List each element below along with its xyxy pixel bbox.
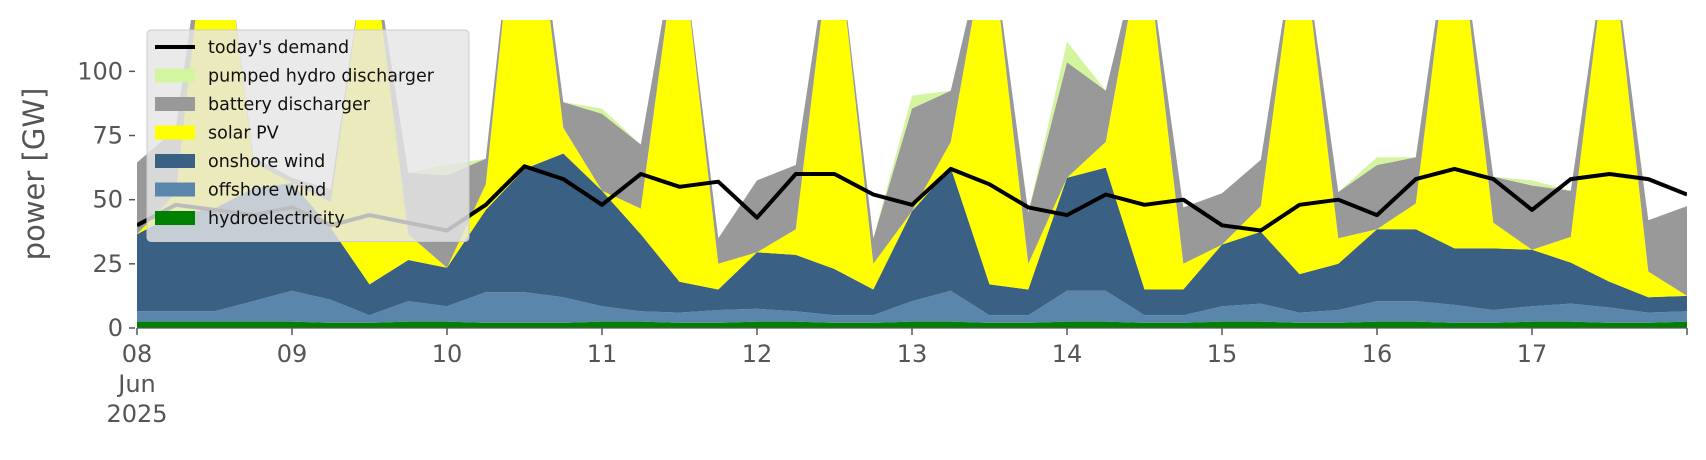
legend-swatch xyxy=(155,182,195,197)
y-tick-label: 25 xyxy=(92,250,123,278)
legend-swatch xyxy=(155,125,195,140)
legend: today's demand pumped hydro discharger bat… xyxy=(146,29,470,242)
y-tick-label: 75 xyxy=(92,122,123,150)
legend-swatch xyxy=(155,154,195,168)
x-tick-label: 14 xyxy=(1052,340,1083,368)
legend-label: today's demand xyxy=(208,38,349,58)
legend-box xyxy=(146,29,470,242)
area-onshore-wind xyxy=(137,153,1687,316)
area-offshore-wind xyxy=(137,290,1687,323)
x-tick-label: 15 xyxy=(1207,340,1238,368)
legend-label: hydroelectricity xyxy=(208,209,345,229)
legend-label: offshore wind xyxy=(208,181,326,201)
area-hydroelectricity xyxy=(137,321,1687,328)
x-tick-label: 12 xyxy=(742,340,773,368)
y-tick-label: 50 xyxy=(92,186,123,214)
x-tick-label: 11 xyxy=(587,340,618,368)
x-tick-label: 17 xyxy=(1517,340,1548,368)
x-tick-label: 09 xyxy=(277,340,308,368)
x-tick-label: 16 xyxy=(1362,340,1393,368)
legend-label: pumped hydro discharger xyxy=(208,67,435,87)
y-axis-label: power [GW] xyxy=(17,88,51,261)
x-tick-sublabel: Jun xyxy=(116,370,156,398)
legend-swatch xyxy=(155,68,195,83)
legend-label: battery discharger xyxy=(208,95,371,115)
legend-swatch xyxy=(155,97,195,111)
x-tick-label: 08 xyxy=(122,340,153,368)
area-battery-discharger xyxy=(137,20,1687,296)
x-tick-label: 13 xyxy=(897,340,928,368)
stacked-areas xyxy=(137,20,1687,328)
legend-label: solar PV xyxy=(208,124,279,144)
legend-label: onshore wind xyxy=(208,152,325,172)
y-tick-label: 0 xyxy=(108,314,123,342)
x-tick-label: 10 xyxy=(432,340,463,368)
y-tick-label: 100 xyxy=(77,57,123,85)
legend-swatch xyxy=(155,211,195,225)
x-tick-sublabel: 2025 xyxy=(106,400,167,428)
area-solar-pv xyxy=(137,20,1687,298)
